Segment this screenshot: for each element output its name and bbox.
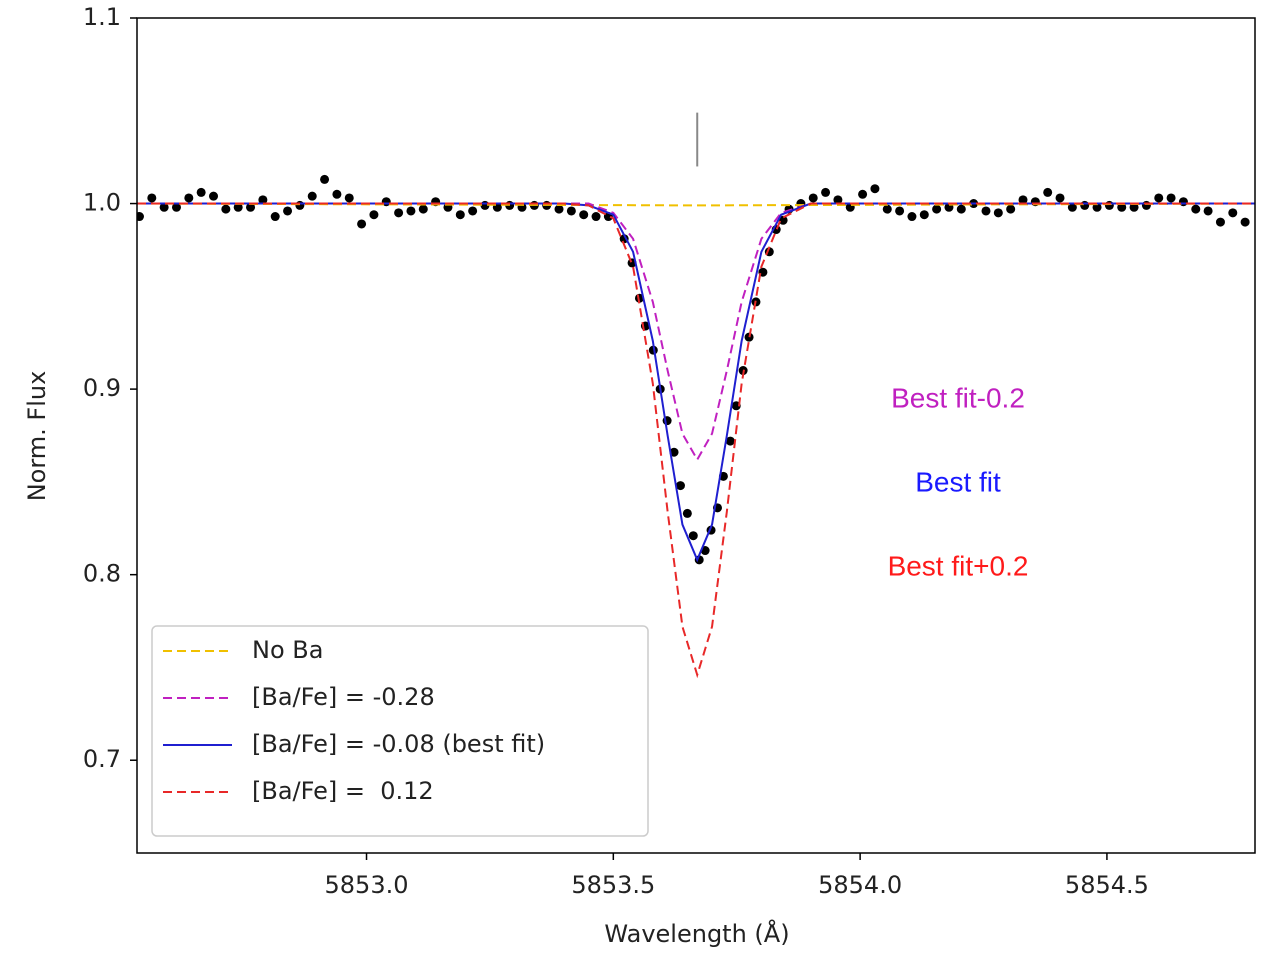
data-point xyxy=(981,206,991,216)
series-line xyxy=(137,202,1255,462)
data-point xyxy=(1006,204,1016,214)
data-point xyxy=(1215,217,1225,227)
data-point xyxy=(833,195,843,205)
data-point xyxy=(1117,202,1127,212)
data-point xyxy=(1240,217,1250,227)
data-point xyxy=(320,174,330,184)
data-point xyxy=(1043,187,1053,197)
data-point xyxy=(418,204,428,214)
data-point xyxy=(1067,202,1077,212)
data-point xyxy=(1129,202,1139,212)
data-point xyxy=(258,195,268,205)
data-point xyxy=(579,210,589,220)
legend-label: [Ba/Fe] = -0.08 (best fit) xyxy=(252,730,545,758)
y-tick-label: 0.7 xyxy=(83,745,121,773)
legend-label: [Ba/Fe] = -0.28 xyxy=(252,683,435,711)
y-tick-label: 0.9 xyxy=(83,374,121,402)
plot-frame xyxy=(136,17,1256,854)
annotation: Best fit-0.2 xyxy=(891,382,1025,413)
data-point xyxy=(895,206,905,216)
data-point xyxy=(394,208,404,218)
series-line xyxy=(137,202,1255,679)
data-point xyxy=(554,204,564,214)
data-point xyxy=(270,212,280,222)
legend-box xyxy=(151,625,649,837)
data-point xyxy=(932,204,942,214)
data-point xyxy=(821,187,831,197)
y-tick-label: 1.1 xyxy=(83,3,121,31)
data-point xyxy=(591,212,601,222)
data-point xyxy=(675,481,685,491)
data-point xyxy=(669,447,679,457)
x-tick-label: 5853.0 xyxy=(325,871,409,899)
data-point xyxy=(295,200,305,210)
x-tick-label: 5854.0 xyxy=(818,871,902,899)
data-point xyxy=(369,210,379,220)
data-point xyxy=(221,204,231,214)
data-point xyxy=(1154,193,1164,203)
data-point xyxy=(147,193,157,203)
data-point xyxy=(159,202,169,212)
data-point xyxy=(682,508,692,518)
data-point xyxy=(1191,204,1201,214)
data-point xyxy=(907,212,917,222)
y-tick-label: 0.8 xyxy=(83,560,121,588)
plot-area xyxy=(137,112,1255,679)
data-point xyxy=(1203,206,1213,216)
data-point xyxy=(870,184,880,194)
data-point xyxy=(137,212,144,222)
x-tick-label: 5853.5 xyxy=(571,871,655,899)
data-point xyxy=(357,219,367,229)
data-point xyxy=(406,206,416,216)
data-point xyxy=(196,187,206,197)
data-point xyxy=(283,206,293,216)
data-point xyxy=(246,202,256,212)
data-point xyxy=(993,208,1003,218)
data-point xyxy=(171,202,181,212)
data-point xyxy=(688,531,698,541)
data-point xyxy=(882,204,892,214)
data-point xyxy=(808,193,818,203)
y-tick-label: 1.0 xyxy=(83,189,121,217)
data-point xyxy=(1178,197,1188,207)
legend-label: [Ba/Fe] = 0.12 xyxy=(252,777,434,805)
data-point xyxy=(468,206,478,216)
data-point xyxy=(1018,195,1028,205)
data-point xyxy=(1228,208,1238,218)
data-point xyxy=(1141,200,1151,210)
annotation: Best fit xyxy=(915,466,1001,497)
x-tick-label: 5854.5 xyxy=(1065,871,1149,899)
data-point xyxy=(744,332,754,342)
data-point xyxy=(184,193,194,203)
data-point xyxy=(725,436,735,446)
data-point xyxy=(956,204,966,214)
data-point xyxy=(1166,193,1176,203)
data-point xyxy=(344,193,354,203)
data-point xyxy=(307,191,317,201)
data-point xyxy=(1055,193,1065,203)
y-axis-label: Norm. Flux xyxy=(23,371,51,502)
data-point xyxy=(332,189,342,199)
data-point xyxy=(1104,200,1114,210)
data-point xyxy=(566,206,576,216)
data-point xyxy=(1080,200,1090,210)
x-axis-label: Wavelength (Å) xyxy=(604,919,789,948)
series-line xyxy=(137,202,1255,563)
data-point xyxy=(919,210,929,220)
data-point xyxy=(233,202,243,212)
data-point xyxy=(778,215,788,225)
annotation: Best fit+0.2 xyxy=(888,550,1029,581)
data-point xyxy=(455,210,465,220)
legend-label: No Ba xyxy=(252,636,323,664)
data-point xyxy=(209,191,219,201)
data-point xyxy=(858,189,868,199)
